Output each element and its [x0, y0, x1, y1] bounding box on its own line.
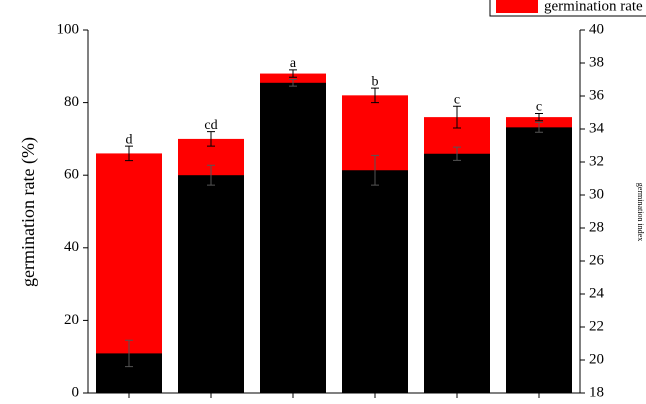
- y-tick-label: 0: [72, 384, 80, 400]
- error-bar: [207, 131, 215, 147]
- bar: [342, 170, 408, 393]
- annotation: c: [454, 92, 460, 107]
- error-bar: [453, 146, 461, 161]
- annotation: b: [372, 74, 379, 89]
- annotation: cd: [204, 118, 217, 133]
- y2-tick-label: 28: [589, 219, 604, 235]
- y2-tick-label: 34: [589, 120, 605, 136]
- bar: [178, 175, 244, 393]
- bar: [506, 127, 572, 393]
- error-bar: [207, 164, 215, 186]
- annotation: c: [536, 100, 542, 115]
- y2-tick-label: 24: [589, 285, 605, 301]
- y-tick-label: 60: [64, 167, 79, 183]
- annotation: a: [290, 56, 297, 71]
- error-bar: [125, 339, 133, 368]
- error-bar: [125, 145, 133, 162]
- bar: [424, 153, 490, 393]
- legend-label: germination rate: [544, 0, 643, 14]
- error-bar: [289, 79, 297, 87]
- y-tick-label: 80: [64, 94, 79, 110]
- y-axis-title: germination rate (%): [18, 137, 39, 287]
- error-bar: [535, 112, 543, 122]
- y2-tick-label: 30: [589, 186, 604, 202]
- y2-tick-label: 18: [589, 384, 604, 400]
- bar: [260, 82, 326, 394]
- error-bar: [289, 69, 297, 78]
- y2-axis-title: germination index: [636, 183, 645, 241]
- y2-tick-label: 36: [589, 87, 605, 103]
- y2-tick-label: 20: [589, 351, 604, 367]
- legend-swatch: [496, 0, 538, 13]
- error-bar: [453, 105, 461, 129]
- y2-tick-label: 22: [589, 318, 604, 334]
- y2-tick-label: 32: [589, 153, 604, 169]
- y2-tick-label: 38: [589, 54, 604, 70]
- y-tick-label: 20: [64, 312, 79, 328]
- y2-tick-label: 26: [589, 252, 605, 268]
- error-bar: [371, 154, 379, 186]
- y2-tick-label: 40: [589, 21, 604, 37]
- y-tick-label: 40: [64, 239, 79, 255]
- annotation: d: [126, 132, 133, 147]
- error-bar: [535, 121, 543, 133]
- error-bar: [371, 87, 379, 104]
- y-tick-label: 100: [57, 21, 80, 37]
